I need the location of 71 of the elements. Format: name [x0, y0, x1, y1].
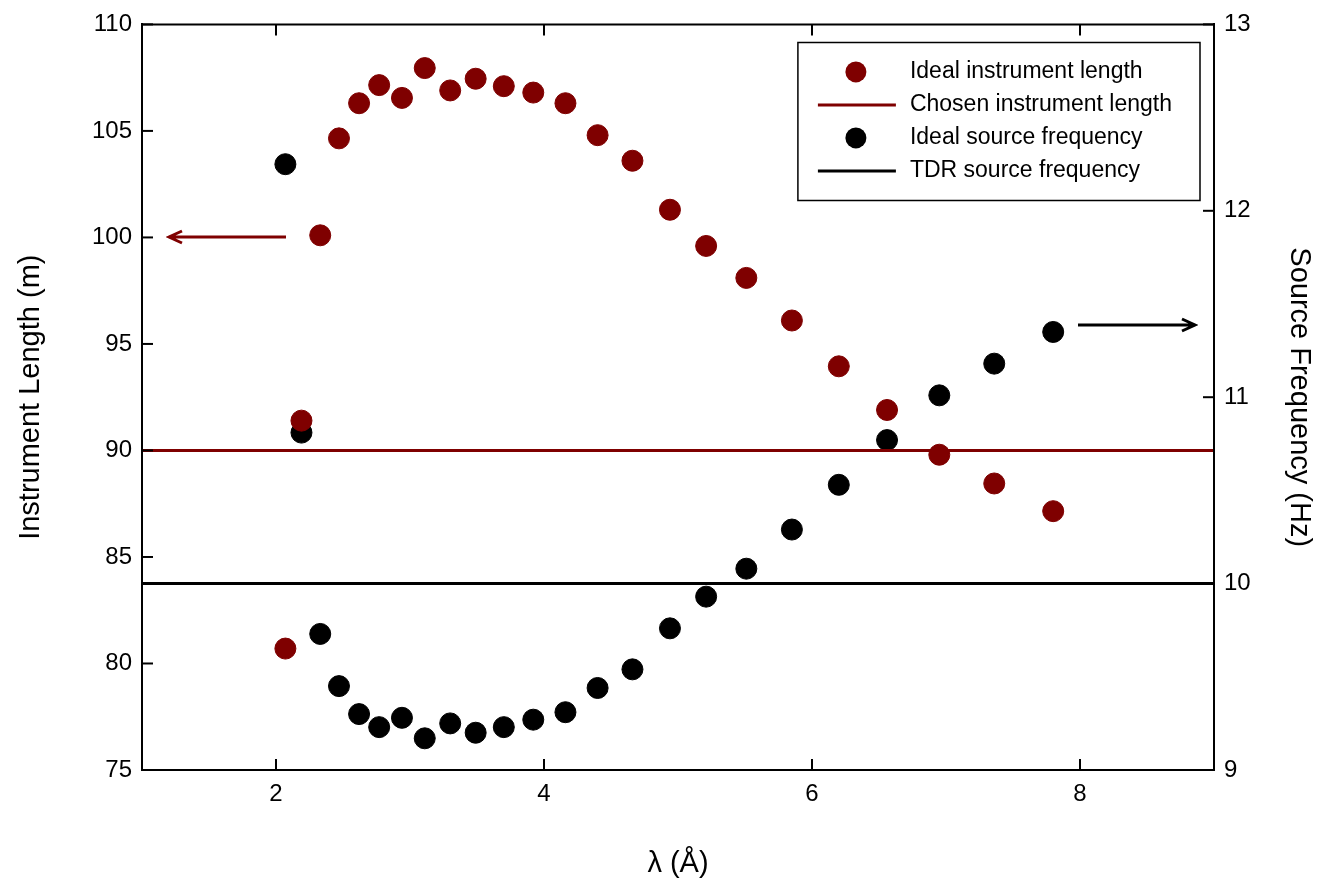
point — [1042, 320, 1065, 343]
point — [413, 57, 436, 80]
point — [492, 75, 515, 98]
point — [735, 557, 758, 580]
point — [658, 617, 681, 640]
legend-label: Ideal instrument length — [909, 57, 1143, 84]
point — [439, 712, 462, 735]
y2-tick-label: 9 — [1224, 754, 1238, 782]
point — [876, 429, 899, 452]
point — [413, 727, 436, 750]
legend-label: TDR source frequency — [909, 156, 1141, 183]
y-tick-label: 110 — [93, 9, 132, 37]
y2-axis-title: Source Frequency (Hz) — [1284, 247, 1317, 548]
y-tick-label: 90 — [105, 435, 132, 463]
point — [309, 224, 332, 247]
x-tick-label: 4 — [537, 779, 551, 807]
point — [983, 352, 1006, 375]
point — [464, 721, 487, 744]
point — [554, 701, 577, 724]
point — [983, 472, 1006, 495]
point — [621, 149, 644, 172]
x-tick-label: 2 — [269, 779, 283, 807]
point — [928, 384, 951, 407]
y2-tick-label: 10 — [1224, 568, 1251, 596]
point — [695, 234, 718, 257]
point — [928, 443, 951, 466]
point — [327, 127, 350, 150]
y2-tick-label: 12 — [1224, 195, 1251, 223]
point — [780, 309, 803, 332]
y-tick-label: 85 — [105, 541, 132, 569]
y-tick-label: 75 — [105, 754, 132, 782]
point — [735, 266, 758, 289]
point — [586, 124, 609, 147]
point — [464, 67, 487, 90]
point — [348, 703, 371, 726]
y-tick-label: 80 — [105, 648, 132, 676]
point — [658, 198, 681, 221]
point — [554, 92, 577, 115]
point — [274, 153, 297, 176]
point — [390, 86, 413, 109]
point — [274, 637, 297, 660]
y-tick-label: 100 — [91, 222, 132, 250]
y-axis-title: Instrument Length (m) — [13, 254, 46, 540]
point — [827, 355, 850, 378]
legend-label: Ideal source frequency — [909, 123, 1144, 150]
y2-tick-label: 11 — [1224, 381, 1249, 409]
point — [368, 716, 391, 739]
point — [309, 622, 332, 645]
point — [1042, 500, 1065, 523]
point — [368, 74, 391, 97]
point — [522, 81, 545, 104]
point — [586, 676, 609, 699]
point — [290, 409, 313, 432]
point — [695, 585, 718, 608]
point — [439, 79, 462, 102]
point — [492, 716, 515, 739]
point — [390, 706, 413, 729]
legend-label: Chosen instrument length — [909, 90, 1173, 117]
point — [348, 92, 371, 115]
point — [522, 708, 545, 731]
point — [827, 473, 850, 496]
x-axis-title: λ (Å) — [647, 845, 709, 878]
point — [780, 518, 803, 541]
point — [876, 398, 899, 421]
y-tick-label: 105 — [91, 115, 132, 143]
point — [327, 675, 350, 698]
x-tick-label: 8 — [1073, 779, 1087, 807]
y2-tick-label: 13 — [1224, 9, 1251, 37]
point — [621, 658, 644, 681]
x-tick-label: 6 — [805, 779, 819, 807]
y-tick-label: 95 — [105, 328, 132, 356]
